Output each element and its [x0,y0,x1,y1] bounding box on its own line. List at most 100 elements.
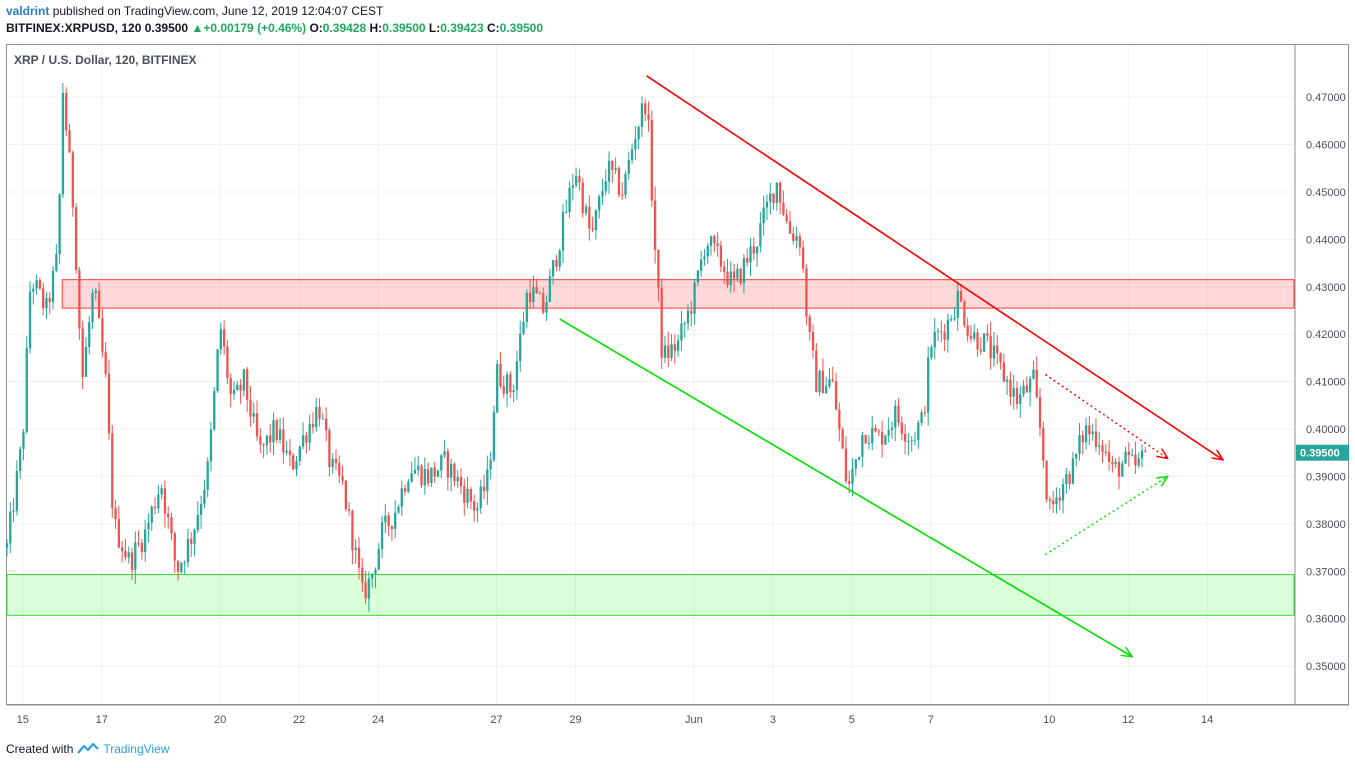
candle-body [417,465,420,470]
candle-body [71,152,74,208]
lower-trendline [559,318,1132,657]
candle-body [989,335,992,359]
candle-body [466,489,469,504]
candle-body [999,353,1002,363]
candle-body [315,406,318,428]
candle-body [798,236,802,248]
close-label: C: [486,21,500,35]
candle-body [982,333,986,352]
candle-body [130,552,134,570]
price-tick-label: 0.40000 [1306,424,1346,436]
candle-body [551,260,555,277]
candle-body [456,477,459,482]
candle-body [739,268,742,284]
candle-body [153,506,157,509]
candle-body [354,547,357,551]
candle-body [420,465,423,486]
candle-body [736,268,739,279]
candle-body [81,328,84,377]
candle-body [729,271,732,285]
candle-body [492,412,496,461]
candle-body [1088,425,1091,435]
candle-body [525,292,528,322]
date-tick-label: 27 [490,714,502,726]
candle-body [640,103,644,127]
candle-body [1098,445,1101,447]
candle-body [742,258,746,284]
created-with-text: Created with [6,742,74,756]
publish-text: published on TradingView.com, June 12, 2… [52,4,384,18]
date-tick-label: 24 [372,714,384,726]
candle-body [581,182,584,214]
candle-body [1075,453,1078,459]
candle-body [660,287,663,358]
candle-body [568,187,571,212]
candle-body [1144,450,1147,452]
candle-body [272,420,275,443]
candle-body [446,451,449,478]
candle-body [236,384,239,391]
candle-body [1130,454,1134,456]
candle-body [844,448,848,482]
price-tick-label: 0.45000 [1306,187,1346,199]
candle-body [611,160,614,170]
candle-body [328,430,331,468]
candle-body [1058,497,1061,501]
candle-body [621,194,624,196]
candle-body [1127,451,1130,456]
candle-body [959,291,963,302]
candle-body [147,522,150,530]
candle-body [55,254,58,271]
candle-body [1019,394,1022,405]
candle-body [107,373,111,434]
tradingview-logo-icon [77,743,100,754]
candle-body [311,423,315,428]
candle-body [663,345,667,358]
author-name[interactable]: valdrint [6,4,50,18]
candle-body [94,290,97,294]
candle-body [512,390,515,392]
candle-body [88,322,91,348]
candle-body [1029,378,1032,393]
candle-body [1081,435,1084,443]
candle-body [74,207,78,271]
candle-body [966,325,969,336]
candle-body [637,126,640,140]
candle-body [262,444,265,446]
candle-body [400,488,403,507]
candle-body [91,293,94,323]
candle-body [884,435,887,445]
support-zone [6,574,1295,616]
candle-body [815,350,818,392]
candle-body [900,422,903,434]
candle-body [565,211,568,213]
candle-body [157,494,160,509]
candle-body [1015,387,1019,405]
triangle-bottom-line [1044,476,1167,556]
candle-body [173,533,176,561]
candle-body [499,364,502,387]
candle-body [476,508,479,511]
price-tick-label: 0.42000 [1306,329,1346,341]
date-tick-label: 3 [770,714,776,726]
candle-body [269,435,272,443]
candle-body [927,357,930,413]
candle-body [137,542,140,544]
candle-body [732,271,736,279]
candle-body [838,409,841,430]
candle-body [894,405,897,428]
ohlc-bar: BITFINEX:XRPUSD, 120 0.39500 ▲+0.00179 (… [6,21,543,35]
candle-body [673,344,676,351]
candle-body [78,270,81,329]
candle-body [805,268,808,317]
candle-body [413,469,417,474]
candle-body [397,506,400,513]
tradingview-brand[interactable]: TradingView [103,742,170,756]
candle-body [222,329,226,347]
open-value: 0.39428 [322,21,367,35]
candle-body [301,435,305,447]
candle-body [1042,428,1045,461]
candle-body [772,193,775,204]
candle-body [696,270,700,283]
